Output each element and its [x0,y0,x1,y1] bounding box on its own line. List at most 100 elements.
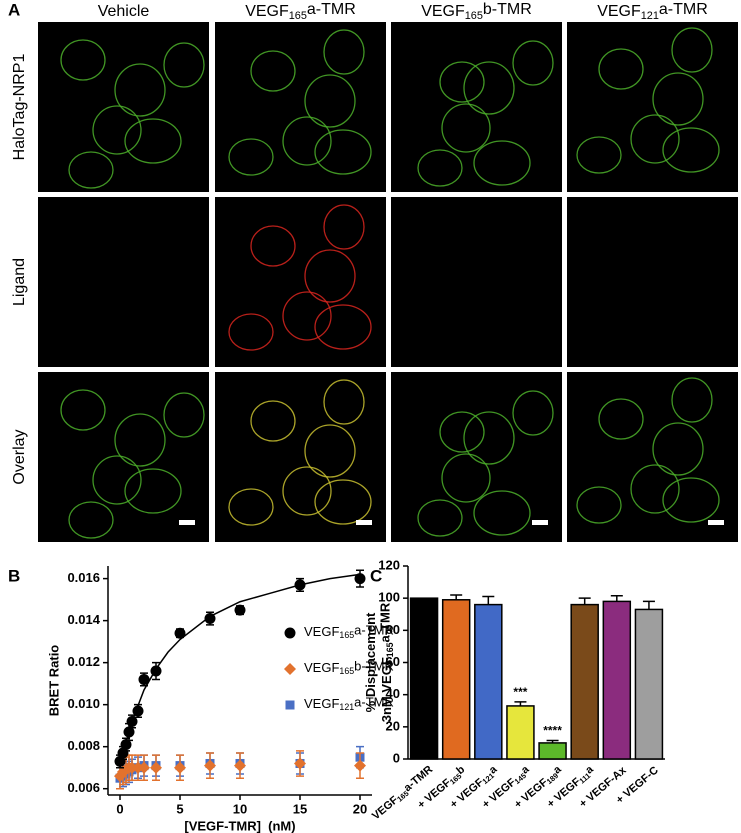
bar [634,608,664,760]
bar [474,603,503,760]
column-label: VEGF121a-TMR [597,1,708,21]
error-bar [482,595,495,605]
y-tick-label: 100 [378,590,400,605]
point [123,726,135,738]
point [294,757,306,770]
point [234,604,246,616]
cell [652,72,704,126]
cell [314,304,372,350]
cell [314,129,372,175]
text-part: 165 [339,666,354,676]
cell [60,389,106,431]
cell [228,488,274,526]
bar [409,597,439,760]
text-part: VEGF [304,696,339,711]
cell [228,313,274,351]
point [150,665,162,677]
scale-bar [532,520,548,525]
text-part: a-TMR [659,1,708,18]
column-label: VEGF165b-TMR [421,1,532,21]
bar [538,742,567,760]
cell [163,42,205,88]
micrograph [391,197,562,367]
y-axis-label: BRET Ratio [46,645,61,717]
y-axis-label: % Displacement [363,612,378,712]
micrograph [567,197,738,367]
scale-bar [356,520,372,525]
scale-bar [708,520,724,525]
text-part: a-TMR [307,1,356,18]
y-tick-label: 0.008 [67,738,100,753]
text-part: b-TMR [354,659,394,674]
text-part: 121 [641,10,659,22]
text-part: 165 [339,630,354,640]
cell [323,29,365,75]
cell [439,61,485,103]
error-bar [578,597,591,605]
y-tick-label: 0 [393,750,400,765]
point [150,761,162,774]
panel-label: C [370,566,382,585]
cell [304,74,356,128]
micrograph [567,22,738,192]
cell [323,204,365,250]
cell [282,291,332,341]
micrograph [215,372,386,542]
bar [602,600,632,760]
text-part: 3nM VEGF [379,657,394,722]
cell [671,377,713,423]
text-part: 165 [289,10,307,22]
cell [60,39,106,81]
legend-label: VEGF165b-TMR [304,659,394,676]
cell [576,486,622,524]
cell [250,50,296,92]
point [354,759,366,772]
x-tick-label: 5 [176,801,183,816]
bar [441,599,471,760]
text-part: 165 [385,642,395,657]
cell [417,499,463,537]
y-tick-label: 80 [386,622,400,637]
cell [512,390,554,436]
cell [124,118,182,164]
y-tick-label: 0.012 [67,654,100,669]
point [174,761,186,774]
text-part: 121 [339,702,354,712]
y-tick-label: 0.006 [67,780,100,795]
scale-bar [179,520,195,525]
cell [652,422,704,476]
cell [671,27,713,73]
cell [92,455,142,505]
cell [282,116,332,166]
cell [163,392,205,438]
cell [92,105,142,155]
text-part: b-TMR [483,1,532,18]
bar [506,705,535,760]
cell [228,138,274,176]
cell [314,479,372,525]
cell [630,114,680,164]
cell [662,127,720,173]
legend-marker [285,700,295,710]
text-part: a-TMR [378,602,393,642]
column-label: Vehicle [98,3,150,20]
point [174,627,186,639]
micrograph [215,197,386,367]
x-tick-label: 20 [353,801,367,816]
point [126,715,138,727]
micrograph [215,22,386,192]
legend-marker [284,627,296,639]
cell [630,464,680,514]
cell [323,379,365,425]
x-tick-label: 0 [116,801,123,816]
y-tick-label: 60 [386,654,400,669]
panel-label: A [8,0,20,19]
point [204,759,216,772]
text-part: VEGF [245,3,289,20]
cell [576,136,622,174]
cell [304,424,356,478]
point [234,759,246,772]
cell [68,151,114,189]
cell [441,453,491,503]
